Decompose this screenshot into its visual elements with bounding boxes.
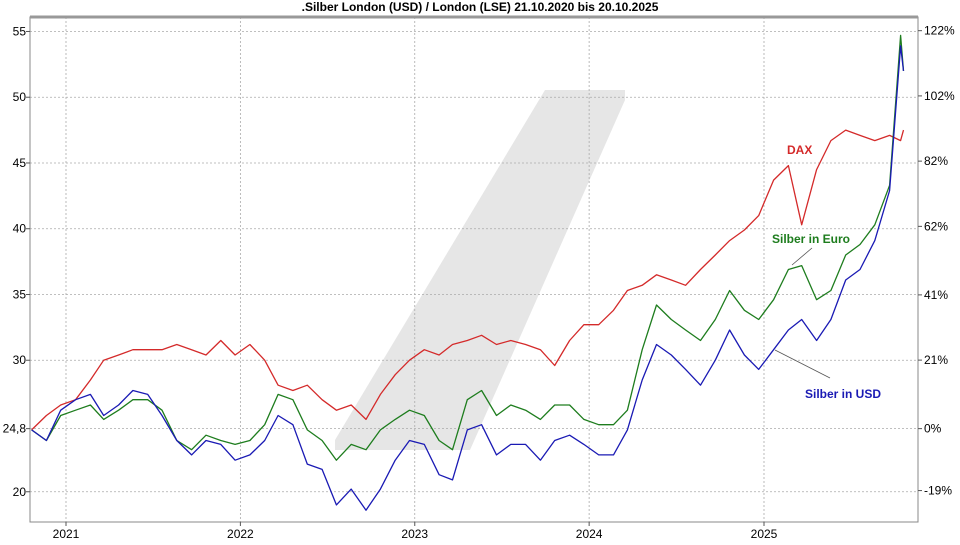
right-tick-label: 102% bbox=[924, 89, 955, 103]
left-tick-label: 35 bbox=[13, 287, 27, 301]
watermark-logo bbox=[335, 90, 625, 450]
right-tick-label: 41% bbox=[924, 288, 948, 302]
right-tick-label: 21% bbox=[924, 353, 948, 367]
left-tick-label: 40 bbox=[13, 222, 27, 236]
annotation-silber-usd: Silber in USD bbox=[805, 387, 881, 401]
x-tick-label: 2023 bbox=[401, 527, 428, 540]
grid-lines bbox=[30, 17, 918, 522]
x-tick-label: 2024 bbox=[576, 527, 603, 540]
right-tick-label: -19% bbox=[924, 484, 952, 498]
series-line-dax bbox=[31, 129, 905, 431]
series-lines bbox=[31, 34, 905, 511]
annotation-silber-euro: Silber in Euro bbox=[772, 232, 850, 246]
right-tick-label: 122% bbox=[924, 24, 955, 38]
left-tick-label: 45 bbox=[13, 156, 27, 170]
left-tick-label: 50 bbox=[13, 90, 27, 104]
annotation-euro-leader bbox=[791, 247, 813, 266]
chart-title: .Silber London (USD) / London (LSE) 21.1… bbox=[302, 0, 659, 14]
left-tick-label: 24,8 bbox=[3, 422, 27, 436]
x-tick-label: 2022 bbox=[227, 527, 254, 540]
series-line-silber-in-usd bbox=[31, 45, 905, 511]
annotation-dax: DAX bbox=[787, 143, 812, 157]
annotation-usd-leader bbox=[774, 349, 831, 379]
right-tick-label: 82% bbox=[924, 154, 948, 168]
annotations: DAX Silber in Euro Silber in USD bbox=[772, 143, 881, 401]
right-tick-label: 0% bbox=[924, 422, 942, 436]
right-tick-label: 62% bbox=[924, 219, 948, 233]
left-tick-label: 20 bbox=[13, 485, 27, 499]
left-tick-label: 55 bbox=[13, 24, 27, 38]
axes: 55 50 45 40 35 30 24,8 20 122% 102% 82% 62% 41% 21% 0%… bbox=[3, 24, 955, 541]
x-tick-label: 2025 bbox=[751, 527, 778, 540]
x-tick-label: 2021 bbox=[53, 527, 80, 540]
left-tick-label: 30 bbox=[13, 353, 27, 367]
